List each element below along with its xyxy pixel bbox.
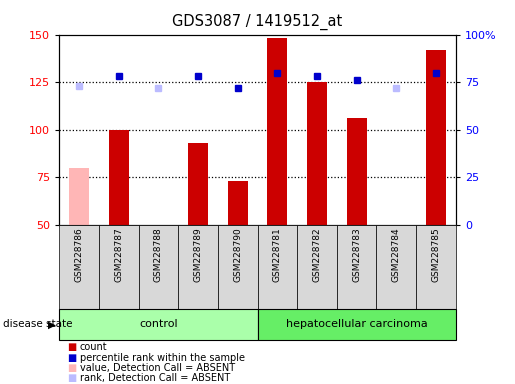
Bar [376,225,416,309]
Bar [258,309,456,340]
Text: ■: ■ [67,363,76,373]
Text: count: count [80,342,108,352]
Bar [99,225,139,309]
Bar [228,181,248,225]
Bar [347,118,367,225]
Bar [258,225,297,309]
Text: GSM228790: GSM228790 [233,227,242,282]
Text: hepatocellular carcinoma: hepatocellular carcinoma [286,319,427,329]
Bar [218,225,258,309]
Text: GSM228787: GSM228787 [114,227,123,282]
Bar [416,225,456,309]
Bar [59,225,99,309]
Text: ■: ■ [67,373,76,383]
Text: GSM228781: GSM228781 [273,227,282,282]
Bar [178,225,218,309]
Bar [426,50,446,225]
Bar [139,225,178,309]
Text: GSM228786: GSM228786 [75,227,83,282]
Bar [307,82,327,225]
Text: control: control [139,319,178,329]
Text: ■: ■ [67,353,76,362]
Text: GSM228784: GSM228784 [392,227,401,282]
Bar [297,225,337,309]
Text: GSM228785: GSM228785 [432,227,440,282]
Bar [109,130,129,225]
Text: GSM228788: GSM228788 [154,227,163,282]
Bar [188,143,208,225]
Text: ■: ■ [67,342,76,352]
Text: value, Detection Call = ABSENT: value, Detection Call = ABSENT [80,363,235,373]
Text: ▶: ▶ [47,319,56,329]
Bar [59,309,258,340]
Text: percentile rank within the sample: percentile rank within the sample [80,353,245,362]
Text: GSM228789: GSM228789 [194,227,202,282]
Text: GSM228782: GSM228782 [313,227,321,282]
Text: GDS3087 / 1419512_at: GDS3087 / 1419512_at [173,13,342,30]
Text: rank, Detection Call = ABSENT: rank, Detection Call = ABSENT [80,373,230,383]
Bar [69,168,89,225]
Text: GSM228783: GSM228783 [352,227,361,282]
Text: disease state: disease state [3,319,72,329]
Bar [337,225,376,309]
Bar [267,38,287,225]
